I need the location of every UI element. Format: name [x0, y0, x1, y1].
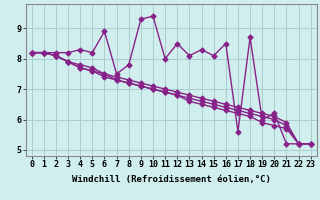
- X-axis label: Windchill (Refroidissement éolien,°C): Windchill (Refroidissement éolien,°C): [72, 175, 271, 184]
